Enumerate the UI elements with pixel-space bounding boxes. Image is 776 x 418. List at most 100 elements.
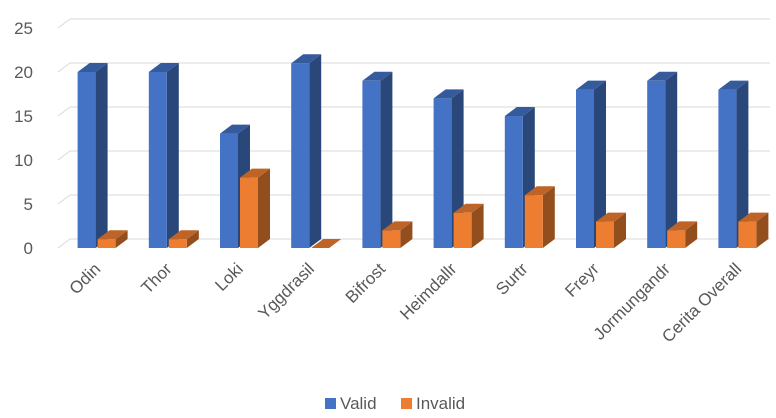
x-category-label: Thor: [137, 259, 175, 297]
bar-front: [148, 72, 167, 248]
bar: [97, 230, 128, 248]
x-category-label: Loki: [211, 259, 246, 294]
bar-side: [736, 80, 749, 248]
bar-top: [504, 107, 535, 116]
bar-top: [240, 168, 270, 178]
x-category-label: Heimdallr: [396, 259, 460, 323]
legend-swatch: [401, 398, 412, 409]
bar-front: [718, 89, 737, 248]
gridline-depth: [57, 18, 71, 29]
bar-side: [95, 63, 108, 248]
bar-side: [115, 230, 128, 248]
bar-top: [148, 63, 179, 72]
bar-top: [524, 186, 555, 196]
bar: [596, 212, 626, 248]
bar-side: [400, 221, 413, 248]
bar: [291, 54, 322, 249]
y-tick-label: 25: [14, 19, 33, 38]
bar-top: [647, 71, 678, 81]
bar-top: [453, 203, 484, 213]
gridline-depth: [57, 150, 71, 161]
bar-front: [504, 116, 523, 248]
bar-front: [667, 230, 686, 248]
bar-top: [97, 230, 128, 240]
bar: [382, 221, 413, 248]
x-category-label: Freyr: [561, 259, 603, 301]
y-tick-label: 0: [24, 239, 33, 258]
y-tick-label: 20: [14, 63, 33, 82]
bar-side: [665, 71, 678, 248]
bar-front: [433, 98, 452, 249]
bar-top: [362, 71, 393, 81]
bar-top: [718, 80, 749, 90]
bar: [77, 63, 108, 248]
x-axis-categories: Odin Thor Loki Yggdrasil Bifrost Heimdallr Sur…: [66, 259, 746, 346]
bar-top: [576, 80, 606, 90]
bar: [433, 89, 464, 249]
legend-label: Valid: [340, 394, 377, 413]
bar-side: [614, 212, 626, 248]
bar-top: [667, 221, 698, 231]
bar: [647, 71, 678, 248]
bar: [311, 239, 342, 248]
bar-top: [382, 221, 413, 231]
y-axis-ticks: 0 5 10 15 20 25: [14, 19, 33, 258]
bar-side: [471, 203, 484, 248]
y-tick-label: 5: [24, 195, 33, 214]
bar: [453, 203, 484, 248]
bar-top: [433, 89, 464, 99]
bars: [77, 54, 769, 249]
bar-top: [311, 239, 342, 248]
bar-side: [542, 186, 555, 248]
bar-front: [77, 72, 96, 248]
bar-front: [576, 89, 594, 248]
bar-side: [166, 63, 179, 248]
bar-top: [596, 212, 626, 222]
gridline-depth: [57, 194, 71, 205]
gridline-depth: [57, 62, 71, 73]
bar: [524, 186, 555, 248]
bar: [148, 63, 179, 248]
bar-side: [685, 221, 698, 248]
bar-front: [647, 80, 666, 248]
bar-side: [309, 54, 322, 249]
bar: [576, 80, 606, 248]
bar-front: [596, 221, 614, 248]
y-tick-label: 10: [14, 151, 33, 170]
bar-front: [240, 177, 258, 248]
bar-side: [186, 230, 199, 248]
gridline-depth: [57, 238, 71, 249]
bar: [362, 71, 393, 248]
bar-front: [453, 212, 472, 248]
bar-front: [291, 63, 310, 249]
x-category-label: Surtr: [492, 259, 532, 299]
legend-label: Invalid: [416, 394, 465, 413]
bar-side: [380, 71, 393, 248]
bar-top: [168, 230, 199, 240]
bar-top: [291, 54, 322, 64]
legend-swatch: [325, 398, 336, 409]
bar: [738, 212, 769, 248]
bar-side: [756, 212, 769, 248]
x-category-label: Yggdrasil: [254, 259, 318, 323]
bar-top: [77, 63, 108, 72]
bar-front: [738, 221, 757, 248]
bar-front: [97, 239, 116, 248]
bar: [667, 221, 698, 248]
bar-front: [382, 230, 401, 248]
legend: Valid Invalid: [325, 394, 465, 413]
bar: [168, 230, 199, 248]
bar-front: [220, 133, 238, 248]
gridline-depth: [57, 106, 71, 117]
bar-front: [168, 239, 187, 248]
bar-front: [362, 80, 381, 248]
bar-top: [738, 212, 769, 222]
bar-top: [220, 124, 250, 134]
y-tick-label: 15: [14, 107, 33, 126]
bar-side: [594, 80, 606, 248]
bar-side: [258, 168, 270, 248]
x-category-label: Bifrost: [342, 259, 390, 307]
bar: [718, 80, 749, 248]
bar-front: [524, 195, 543, 248]
